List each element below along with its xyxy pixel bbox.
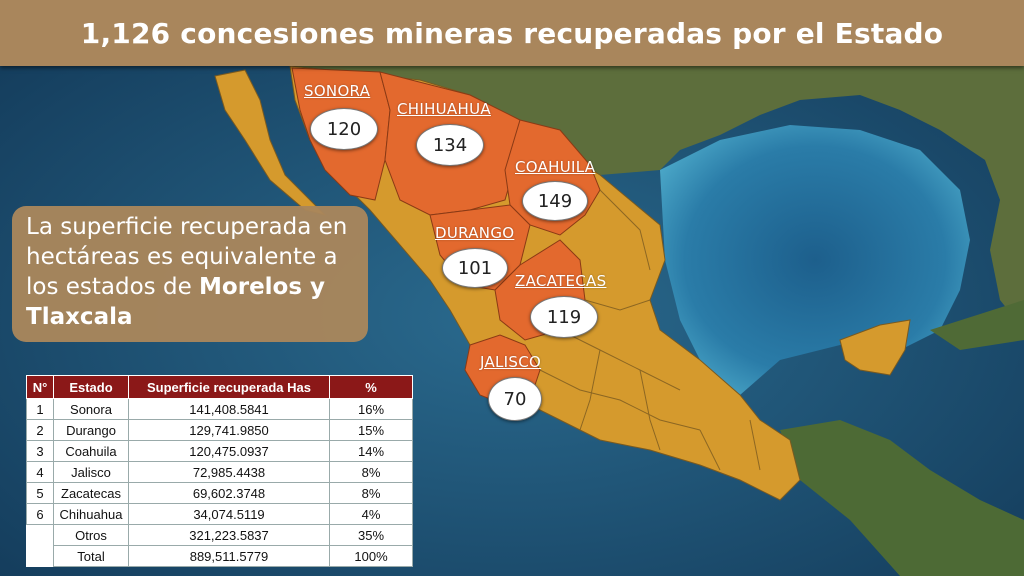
cell-number: 4 xyxy=(26,461,54,483)
cell-surface: 321,223.5837 xyxy=(128,524,330,546)
cell-percent: 16% xyxy=(329,398,413,420)
cell-surface: 69,602.3748 xyxy=(128,482,330,504)
cell-percent: 14% xyxy=(329,440,413,462)
cell-state: Chihuahua xyxy=(53,503,129,525)
state-count-coahuila: 149 xyxy=(522,181,588,221)
yucatan xyxy=(839,319,911,376)
state-label-jalisco: JALISCO xyxy=(480,353,542,371)
table-header-row: N° Estado Superficie recuperada Has % xyxy=(26,375,413,399)
header-surface: Superficie recuperada Has xyxy=(128,375,330,399)
cell-number: 5 xyxy=(26,482,54,504)
cell-percent: 100% xyxy=(329,545,413,567)
cell-number: 3 xyxy=(26,440,54,462)
header-state: Estado xyxy=(53,375,129,399)
cell-state: Zacatecas xyxy=(53,482,129,504)
state-borders xyxy=(539,189,761,471)
state-label-zacatecas: ZACATECAS xyxy=(515,272,607,290)
state-count-chihuahua: 134 xyxy=(416,124,484,166)
table-row-total: Total 889,511.5779 100% xyxy=(27,545,413,567)
cell-number xyxy=(27,546,54,567)
cell-percent: 35% xyxy=(329,524,413,546)
cell-surface: 141,408.5841 xyxy=(128,398,330,420)
info-bold-text: Morelos y Tlaxcala xyxy=(26,274,326,330)
page-title: 1,126 concesiones mineras recuperadas po… xyxy=(80,16,944,50)
title-bar: 1,126 concesiones mineras recuperadas po… xyxy=(0,0,1024,66)
cell-percent: 4% xyxy=(329,503,413,525)
state-label-durango: DURANGO xyxy=(435,224,515,242)
cell-state: Durango xyxy=(53,419,129,441)
central-america xyxy=(780,420,1024,576)
table-row: 2 Durango 129,741.9850 15% xyxy=(26,419,413,441)
cell-number: 1 xyxy=(26,398,54,420)
table-row: 6 Chihuahua 34,074.5119 4% xyxy=(26,503,413,525)
table-row-others: Otros 321,223.5837 35% xyxy=(27,524,413,546)
cell-state: Total xyxy=(53,545,129,567)
header-number: N° xyxy=(26,375,54,399)
table-row: 1 Sonora 141,408.5841 16% xyxy=(26,398,413,420)
cell-surface: 129,741.9850 xyxy=(128,419,330,441)
cell-state: Sonora xyxy=(53,398,129,420)
state-label-sonora: SONORA xyxy=(304,82,371,100)
cell-number: 6 xyxy=(26,503,54,525)
state-count-sonora: 120 xyxy=(310,108,378,150)
state-label-coahuila: COAHUILA xyxy=(515,158,596,176)
cell-state: Otros xyxy=(53,524,129,546)
cell-percent: 8% xyxy=(329,482,413,504)
cell-surface: 120,475.0937 xyxy=(128,440,330,462)
state-count-durango: 101 xyxy=(442,248,508,288)
cell-percent: 8% xyxy=(329,461,413,483)
cuba xyxy=(930,300,1024,350)
state-count-jalisco: 70 xyxy=(488,377,542,421)
cell-surface: 72,985.4438 xyxy=(128,461,330,483)
info-box: La superficie recuperada en hectáreas es… xyxy=(12,206,368,342)
cell-percent: 15% xyxy=(329,419,413,441)
table-row: 3 Coahuila 120,475.0937 14% xyxy=(26,440,413,462)
header-percent: % xyxy=(329,375,413,399)
table-row: 5 Zacatecas 69,602.3748 8% xyxy=(26,482,413,504)
info-text: La superficie recuperada en hectáreas es… xyxy=(26,214,348,300)
cell-state: Jalisco xyxy=(53,461,129,483)
state-count-zacatecas: 119 xyxy=(530,296,598,338)
state-label-chihuahua: CHIHUAHUA xyxy=(397,100,491,118)
cell-number: 2 xyxy=(26,419,54,441)
cell-surface: 34,074.5119 xyxy=(128,503,330,525)
concessions-table: N° Estado Superficie recuperada Has % 1 … xyxy=(26,375,413,567)
cell-number xyxy=(27,525,54,546)
cell-state: Coahuila xyxy=(53,440,129,462)
cell-surface: 889,511.5779 xyxy=(128,545,330,567)
usa-landmass xyxy=(290,66,1024,330)
table-row: 4 Jalisco 72,985.4438 8% xyxy=(26,461,413,483)
